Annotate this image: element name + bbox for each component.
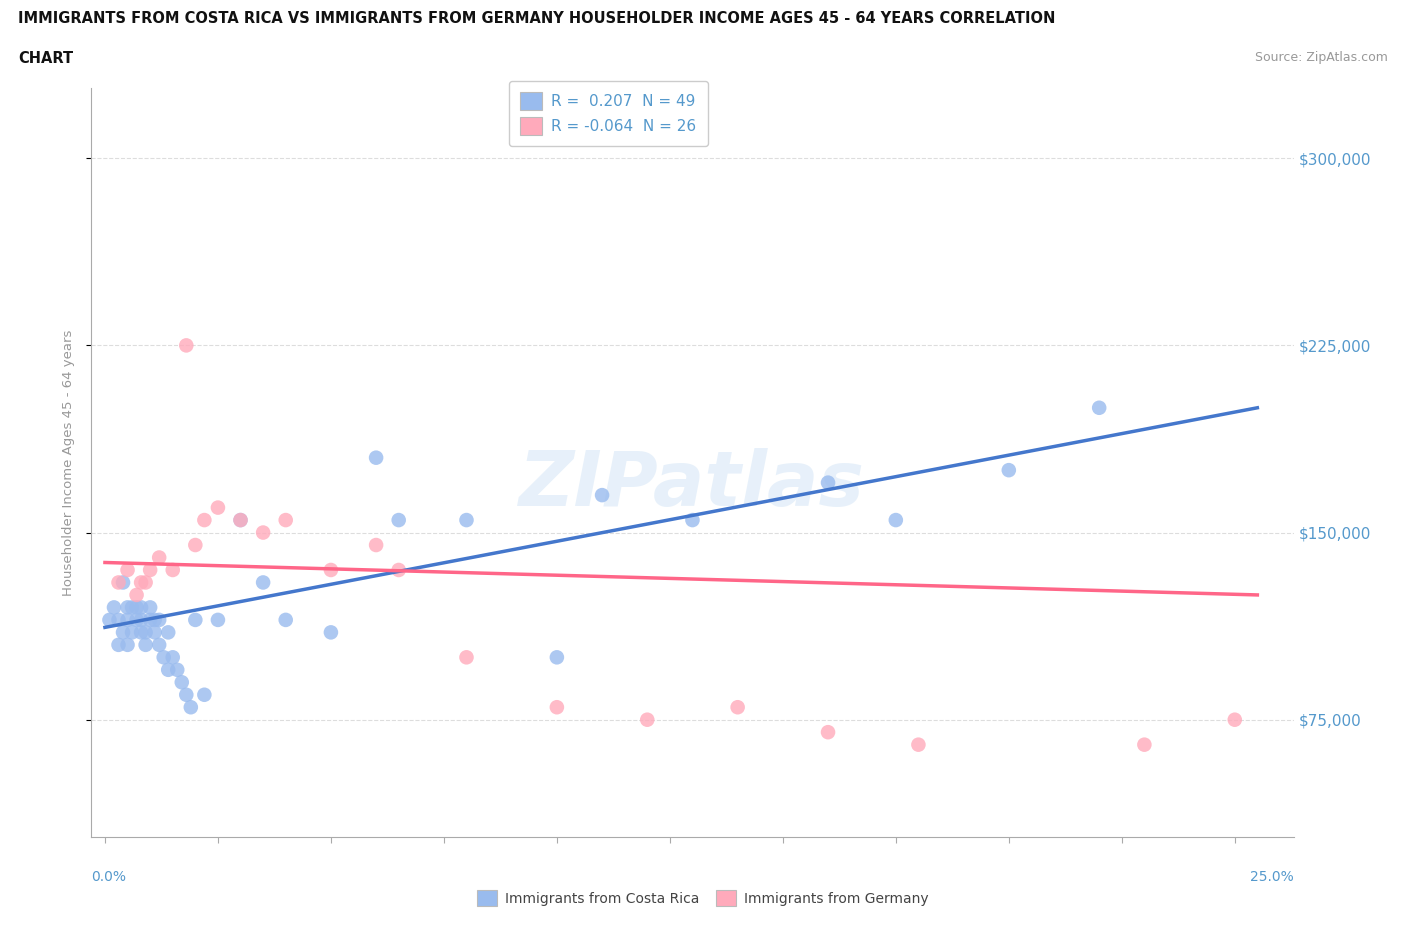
Text: 0.0%: 0.0% [91, 870, 127, 884]
Point [129, 613, 152, 628]
Point [135, 575, 157, 590]
Text: 25.0%: 25.0% [1250, 870, 1294, 884]
Point [152, 650, 174, 665]
Point [166, 662, 188, 677]
Point [193, 687, 215, 702]
Point [117, 613, 139, 628]
Text: CHART: CHART [18, 51, 73, 66]
Point [148, 613, 170, 628]
Point [139, 563, 162, 578]
Point [388, 512, 411, 527]
Point [135, 625, 157, 640]
Point [388, 563, 411, 578]
Point [546, 650, 568, 665]
Point [117, 637, 139, 652]
Point [274, 613, 297, 628]
Point [207, 613, 229, 628]
Point [546, 699, 568, 714]
Point [174, 687, 197, 702]
Point [112, 575, 135, 590]
Point [162, 563, 184, 578]
Point [148, 550, 170, 565]
Point [107, 613, 129, 628]
Point [193, 512, 215, 527]
Point [139, 600, 162, 615]
Point [121, 625, 143, 640]
Point [884, 512, 907, 527]
Point [817, 475, 839, 490]
Y-axis label: Householder Income Ages 45 - 64 years: Householder Income Ages 45 - 64 years [62, 329, 75, 596]
Point [129, 600, 152, 615]
Point [174, 338, 197, 352]
Point [252, 525, 274, 540]
Point [162, 650, 184, 665]
Text: IMMIGRANTS FROM COSTA RICA VS IMMIGRANTS FROM GERMANY HOUSEHOLDER INCOME AGES 45: IMMIGRANTS FROM COSTA RICA VS IMMIGRANTS… [18, 11, 1056, 26]
Point [229, 512, 252, 527]
Point [125, 600, 148, 615]
Point [456, 512, 478, 527]
Point [112, 625, 135, 640]
Point [319, 625, 342, 640]
Point [229, 512, 252, 527]
Point [727, 699, 749, 714]
Point [157, 625, 180, 640]
Point [817, 724, 839, 739]
Point [252, 575, 274, 590]
Point [274, 512, 297, 527]
Point [636, 712, 658, 727]
Point [1133, 737, 1156, 752]
Point [103, 600, 125, 615]
Point [107, 637, 129, 652]
Point [366, 450, 388, 465]
Point [98, 613, 121, 628]
Point [319, 563, 342, 578]
Legend: R =  0.207  N = 49, R = -0.064  N = 26: R = 0.207 N = 49, R = -0.064 N = 26 [509, 81, 707, 146]
Point [1088, 400, 1111, 415]
Point [184, 538, 207, 552]
Point [129, 625, 152, 640]
Point [366, 538, 388, 552]
Point [1223, 712, 1246, 727]
Legend: Immigrants from Costa Rica, Immigrants from Germany: Immigrants from Costa Rica, Immigrants f… [472, 884, 934, 912]
Point [107, 575, 129, 590]
Point [180, 699, 202, 714]
Point [170, 675, 193, 690]
Point [157, 662, 180, 677]
Point [184, 613, 207, 628]
Point [148, 637, 170, 652]
Point [139, 613, 162, 628]
Point [143, 613, 166, 628]
Point [125, 613, 148, 628]
Point [907, 737, 929, 752]
Point [121, 600, 143, 615]
Point [998, 463, 1021, 478]
Point [129, 575, 152, 590]
Point [125, 588, 148, 603]
Point [117, 563, 139, 578]
Point [117, 600, 139, 615]
Text: ZIPatlas: ZIPatlas [519, 448, 866, 522]
Point [456, 650, 478, 665]
Point [591, 487, 613, 502]
Point [207, 500, 229, 515]
Text: Source: ZipAtlas.com: Source: ZipAtlas.com [1254, 51, 1388, 64]
Point [135, 637, 157, 652]
Point [143, 625, 166, 640]
Point [681, 512, 703, 527]
